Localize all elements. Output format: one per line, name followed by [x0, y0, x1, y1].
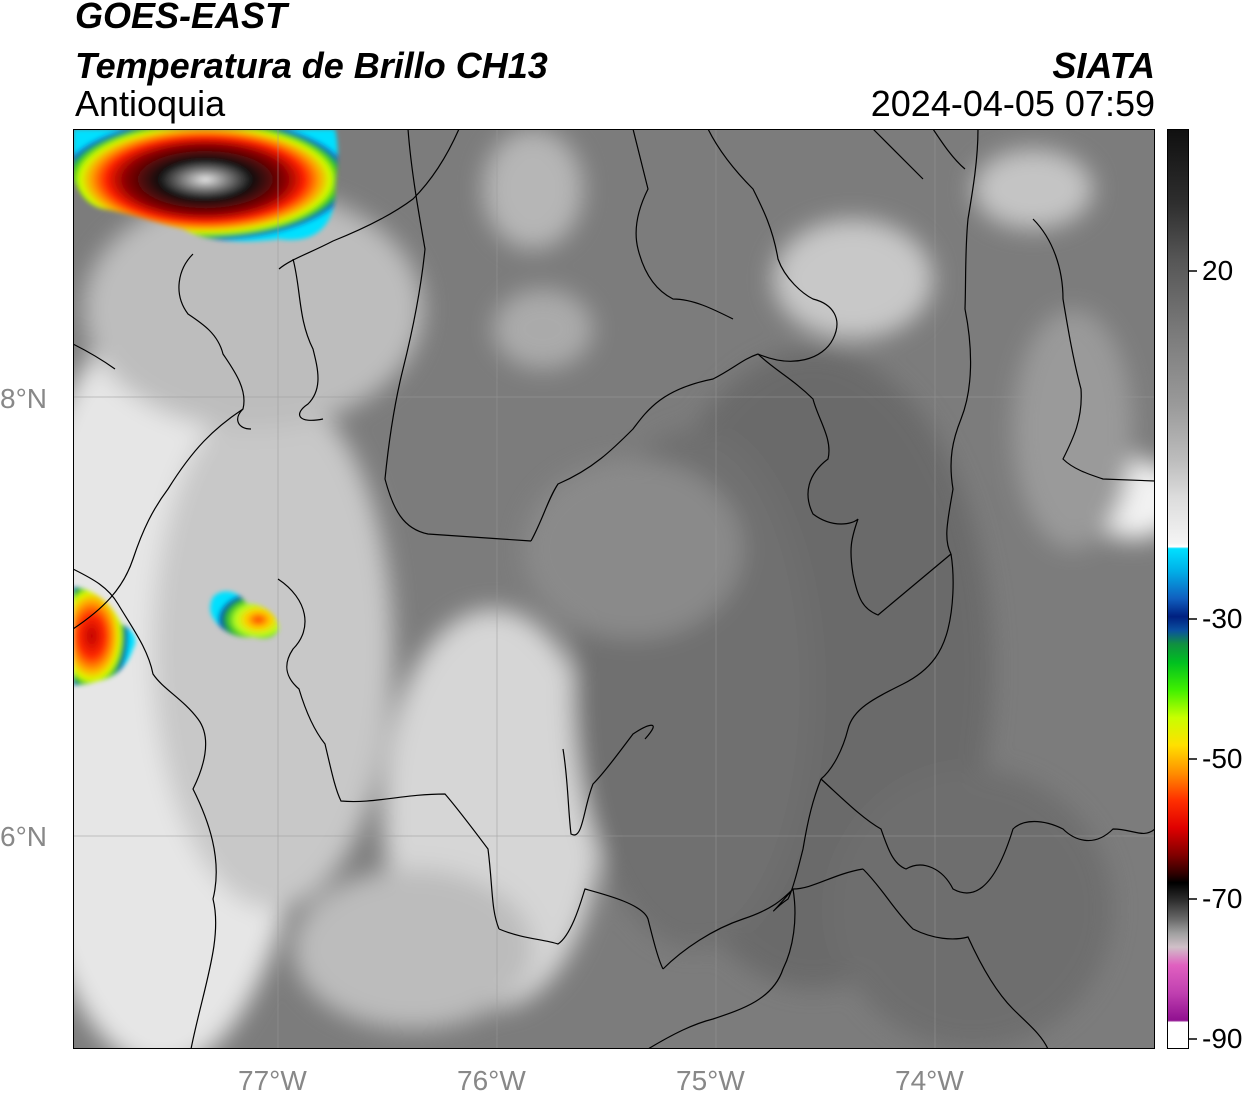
colorbar-tick-marks [1189, 270, 1197, 1040]
timestamp-label: 2024-04-05 07:59 [870, 83, 1155, 124]
lon-label-77w: 77°W [238, 1065, 307, 1096]
satellite-title: GOES-EAST [75, 0, 288, 36]
boundaries [73, 129, 1155, 1049]
agency-label: SIATA [1052, 45, 1155, 86]
temperature-colorbar [1167, 129, 1189, 1049]
convective-storm-cells [73, 129, 338, 685]
lon-label-74w: 74°W [895, 1065, 964, 1096]
lat-label-6n: 6°N [0, 821, 47, 852]
colorbar-tick-minus30: -30 [1202, 603, 1243, 634]
map-canvas [73, 129, 1155, 1049]
region-label: Antioquia [75, 83, 226, 124]
lon-label-75w: 75°W [676, 1065, 745, 1096]
graticule [73, 129, 1155, 1049]
lat-label-8n: 8°N [0, 383, 47, 414]
colorbar-tick-20: 20 [1202, 255, 1234, 286]
colorbar-tick-minus70: -70 [1202, 883, 1243, 914]
product-title: Temperatura de Brillo CH13 [75, 45, 548, 86]
colorbar-tick-minus90: -90 [1202, 1023, 1243, 1054]
satellite-map [73, 129, 1155, 1049]
colorbar-tick-minus50: -50 [1202, 743, 1243, 774]
lon-label-76w: 76°W [457, 1065, 526, 1096]
cloud-texture [73, 129, 1155, 1049]
